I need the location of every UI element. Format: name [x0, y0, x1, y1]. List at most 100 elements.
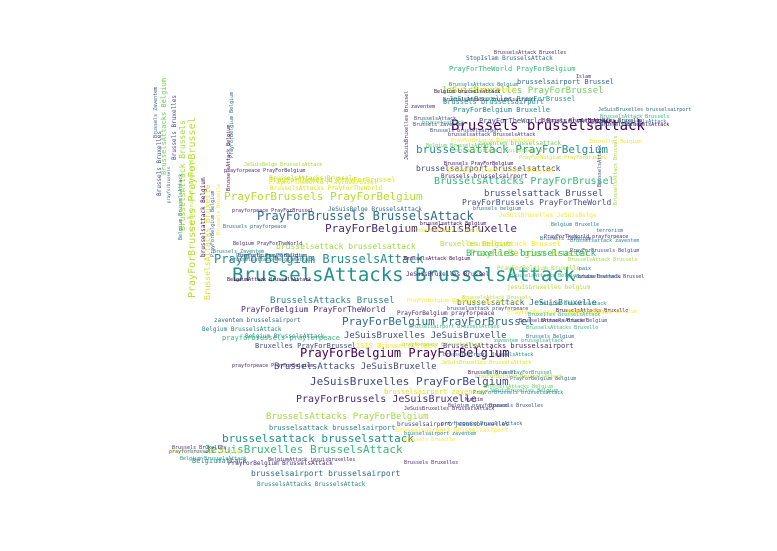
word-brusselsattacks-prayforbrussel: BrusselsAttacks PrayForBrussel [434, 176, 615, 187]
word-muslim: Muslim [465, 397, 484, 403]
word-islam: Islam [576, 74, 592, 80]
word-prayforbelgium-prayforpeace: PrayForBelgium prayforpeace [397, 310, 495, 317]
word-brusselsattack-belgium: BrusselsAttack Belgium [541, 318, 608, 324]
word-brusselsattacks-brussel: BrusselsAttacks Brussel [269, 175, 353, 182]
word-vertical-belgium-brusselsattack: Belgium BrusselsAttack [178, 173, 184, 240]
word-fr-brusselsattack: Fr BrusselsAttack [591, 122, 643, 128]
word-brusselsairport-brusselsattack: brusselsairport BrusselsAttack [409, 324, 500, 330]
word-stopislam-brusselsattack: StopIslam BrusselsAttack [466, 55, 553, 62]
word-brusselsattacks-belgium: BrusselsAttacks Belgium [449, 82, 519, 88]
word-brusselsattack-prayforbelgium: brusselsattack PrayForBelgium [416, 143, 609, 156]
word-belgium-brusselsattack: Belgium BrusselsAttack [180, 456, 247, 462]
word-jesuisbruxelles-belgium: JeSuisBruxelles Belgium [489, 388, 559, 394]
word-brusselsattack-belgium: brusselsattack Belgium [420, 221, 487, 227]
word-brussels-prayforbelgium: Brussels PrayForBelgium [444, 161, 514, 167]
word-vertical-brussels-bruxelles: Brussels Bruxelles [156, 130, 163, 196]
word-belgium-brusselsattack: Belgium BrusselsAttack [600, 119, 667, 125]
word-brussels-belgium: Brussels Belgium [526, 334, 575, 340]
word-belgium-brusselsattack: Belgium brusselsattack [434, 89, 501, 95]
word-prayforbelgium-brussel: PrayForBelgium Brussel [470, 249, 590, 259]
word-brusselsattack-bruxelles: BrusselsAttack Bruxelles [494, 50, 567, 56]
word-bruxelles-bruxelle: Bruxelles Bruxelle [588, 118, 643, 124]
word-vertical-brusselsattack-belgium: BrusselsAttack Belgium [226, 124, 232, 191]
word-brusselsattacks-brussel: BrusselsAttacks Brussel [270, 296, 395, 306]
word-brusselsattack-zaventem: brusselsattack zaventem [570, 238, 640, 244]
word-belgium-brusselsattack: Belgium BrusselsAttack [540, 301, 607, 307]
word-jesuisbelge-brusselsattack: JeSuisBelge BrusselsAttack [328, 206, 422, 213]
word-prayfortheworld-prayforpeace: PrayForTheWorld prayforpeace [544, 234, 629, 240]
word-vertical-jesuisbruxelles-brussel: JeSuisBruxelles Brussel [404, 90, 410, 160]
word-jesuisbruxelles-brusselsattack: JeSuisBruxelles BrusselsAttack [404, 406, 495, 412]
word-brusselsattacks-bruxelle: BrusselsAttacks Bruxelle [526, 325, 599, 331]
word-prayforpeace-prayforbrussel: prayforpeace PrayForBrussel [232, 208, 314, 214]
word-brussels-brusselsattack: Brussels BrusselsAttack [542, 118, 612, 124]
word-belgium-brusselsattack: Belgium BrusselsAttack [426, 143, 493, 149]
word-brusselsattack-prayforpeace: brusselsattack prayforpeace [447, 306, 529, 312]
word-brussels-brusselsairport: Brussels brusselsairport [441, 173, 528, 180]
word-brusselsattack-brusselsairport: brusselsattack brusselsairport [269, 424, 396, 432]
word-prayforbrussels-prayfortheworld: PrayForBrussels PrayForTheWorld [462, 198, 612, 207]
word-jesuisbruxelles-brusselsairport: JeSuisBruxelles brusselsairport [598, 107, 692, 113]
word-zaventem: zaventem [411, 104, 436, 110]
word-prayforbelgium-belgium: PrayForBelgium Belgium [450, 87, 517, 93]
word-brussels-brusselsairport: Brussels brusselsairport [430, 128, 503, 134]
word-brusselsairport-zaventem: brusselsairport zaventem [404, 431, 477, 437]
word-vertical-brusselsattack: BrusselsAttack [597, 144, 603, 187]
word-prayforbrussels-jesuisbruxelle: PrayForBrussels JeSuisBruxelle [296, 394, 477, 405]
word-brusselsattacks-bruxelle: BrusselsAttacks Bruxelle [409, 228, 482, 234]
word-brusselsattack-brusselsattack: brusselsattack brusselsattack [276, 242, 416, 251]
word-brussels-brussel: Brussels Brussel [468, 370, 517, 376]
word-belgium-bruxelle: Belgium Bruxelle [551, 222, 600, 228]
word-brusselsattack-brusselsattack: brusselsattack BrusselsAttack [448, 132, 536, 138]
word-brusselsattacks-belgium: BrusselsAttacks Belgium [484, 384, 554, 390]
word-jesuisbruxelles-prayforbrussel: JeSuisBruxelles PrayForBrussel [441, 86, 604, 96]
word-brusselsattacks-brusselsattack: BrusselsAttacks BrusselsAttack [257, 481, 366, 488]
word-vertical-brusselsattack-brussels: BrusselsAttack Brussels [613, 135, 619, 205]
word-jesuisbruxelles-jesuisbruxelle: JeSuisBruxelles JeSuisBruxelle [344, 331, 507, 341]
word-prayforbrussels-belgium: PrayForBrussels Belgium [172, 449, 242, 455]
word-brusselsairport-jesuisbruxelles: brusselsairport jesuisbruxelles [397, 421, 509, 428]
word-prayforbrussels: prayforbrussels [169, 449, 215, 455]
word-belgium-prayforbrussel: Belgium PrayForBrussel [486, 370, 553, 376]
word-paix: paix [579, 266, 592, 272]
word-jesuisbruxelles-belgium: jesuisbruxelles belgium [507, 284, 591, 291]
word-brusselsairport-zaventem: brusselsairport zaventem [384, 388, 486, 396]
word-prayforpeace-brusselsattack: prayforpeace BrusselsAttack [402, 342, 484, 348]
word-brusselsattack-brussels: BrusselsAttack Brussels [462, 295, 532, 301]
word-brussels-bruxelles: Brussels Bruxelles [489, 403, 544, 409]
word-jesuisbruxelles-prayforbelgium: JeSuisBruxelles PrayForBelgium [310, 375, 509, 388]
word-prayforbelgium-brusselsattack: PrayForBelgium BrusselsAttack [228, 460, 333, 467]
word-brusselsattacks-prayfortheworld: BrusselsAttacks PrayForTheWorld [270, 185, 382, 192]
word-brusselsattack-brussel: brusselsattack Brussel [468, 240, 561, 248]
word-brusselsattack-brussel: brusselsattack Brussel [484, 189, 604, 199]
word-vertical-brussels-bruxelles: Brussels Bruxelles [171, 94, 178, 160]
word-prayforbelgium-prayforbrussel: PrayForBelgium PrayForBrussel [342, 315, 535, 328]
word-vertical-prayforbrussels-brussels: prayforbrussels Brussels [189, 159, 195, 232]
word-zaventem-brusselsairport: zaventem brusselsairport [214, 317, 301, 324]
word-brussels-bruxelles: Brussels Bruxelles [404, 460, 459, 466]
word-bruxelles-brusselsattack: Bruxelles BrusselsAttack [528, 312, 601, 318]
word-brussels-belgium: brussels belgium [473, 206, 522, 212]
word-prayforbrussels-brusselsattack: PrayForBrussels BrusselsAttack [257, 209, 474, 223]
word-prayforbelgium-jesuisbruxelle: PrayForBelgium JeSuisBruxelle [325, 222, 518, 235]
word-brusselsattacks-brusselsattack: BrusselsAttacks BrusselsAttack [232, 264, 576, 286]
word-brussels-zaventem: Brussels Zaventem [213, 249, 265, 255]
word-prayforpeace-brusselsattack: prayforpeace BrusselsAttack [441, 421, 523, 427]
word-brusselsattack-jesuisbruxelle: brusselsattack JeSuisBruxelle [457, 298, 597, 307]
word-prayforbelgium-bruxelle: PrayForBelgium Bruxelle [453, 106, 550, 114]
word-brusselsattack-brussels: BrusselsAttack Brussels [600, 114, 670, 120]
word-bruxelles-prayforbrussel: Bruxelles PrayForBrussel [255, 342, 357, 350]
word-prayforbelgium-bruxelle: PrayForBelgium Bruxelle [407, 298, 477, 304]
word-brusselsairport-brusselsairport: brusselsairport brusselsairport [396, 427, 508, 434]
word-prayforbelgium-prayforbrussel: PrayForBelgium PrayForBrussel [519, 155, 607, 161]
word-prayfortheworld-brusselsattack: PrayForTheWorld BrusselsAttack [479, 117, 606, 125]
word-jesuisbruxelles-brusselsattack: JeSuisBruxelles BrusselsAttack [204, 443, 403, 456]
word-prayforbrussels-brusselsattack: PrayForBrussels brusselsattack [473, 390, 564, 396]
word-brusselsattack: BrusselsAttack [414, 116, 457, 122]
word-brusselsattacks-belgium: BrusselsAttacks Belgium [510, 273, 580, 279]
word-belgiumattack-brusselsattack: BelgiumAttack BrusselsAttack [227, 277, 312, 283]
word-brussels-bruxelles: Brussels Bruxelles [172, 445, 227, 451]
word-vertical-brussels-bruxelle: Brussels Bruxelle [216, 183, 222, 235]
word-bruxelles-belgium: Bruxelles Belgium [590, 139, 642, 145]
